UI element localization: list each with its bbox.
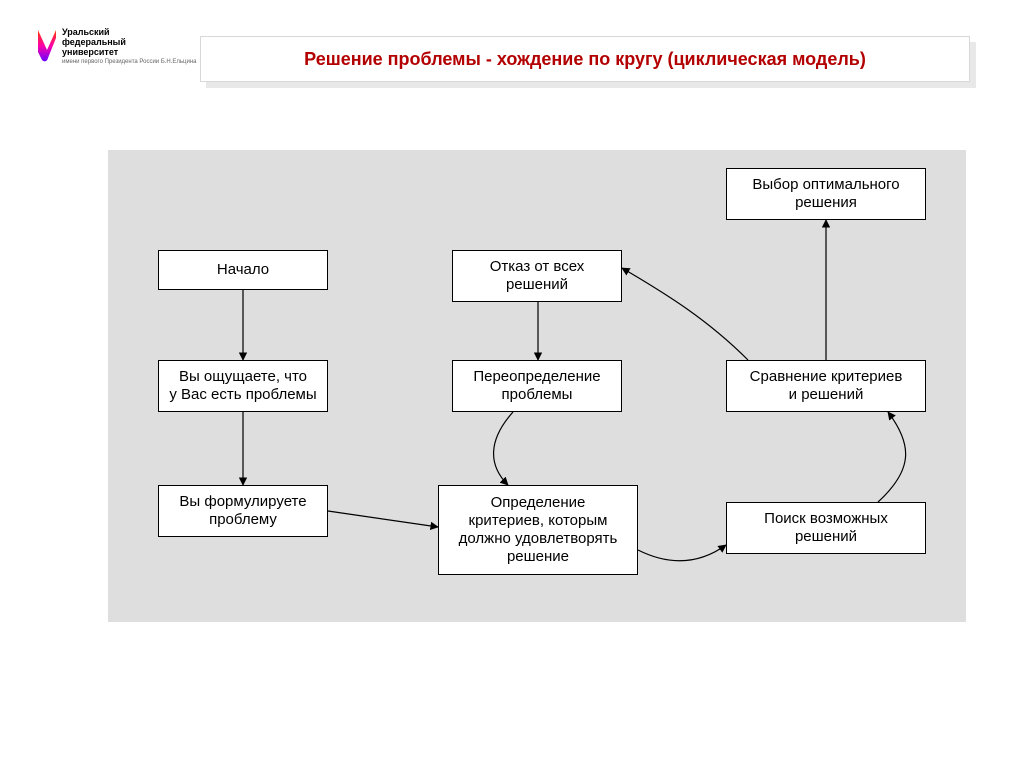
edge-search-compare [878, 412, 906, 502]
flowchart-node-formulate: Вы формулируетепроблему [158, 485, 328, 537]
logo-mark-icon [36, 28, 58, 64]
edge-formulate-criteria [328, 511, 438, 527]
university-logo: Уральский федеральный университет имени … [36, 28, 197, 65]
flowchart-node-criteria: Определениекритериев, которымдолжно удов… [438, 485, 638, 575]
flowchart-node-reject: Отказ от всехрешений [452, 250, 622, 302]
flowchart-node-feel: Вы ощущаете, чтоу Вас есть проблемы [158, 360, 328, 412]
flowchart-canvas: Начало Вы ощущаете, чтоу Вас есть проблем… [108, 150, 966, 622]
flowchart-node-redef: Переопределениепроблемы [452, 360, 622, 412]
flowchart-node-compare: Сравнение критериеви решений [726, 360, 926, 412]
logo-text: Уральский федеральный университет имени … [62, 28, 197, 65]
page-title: Решение проблемы - хождение по кругу (ци… [200, 36, 970, 82]
edge-criteria-search [638, 545, 726, 561]
flowchart-node-search: Поиск возможныхрешений [726, 502, 926, 554]
edge-redef-criteria [494, 412, 513, 485]
flowchart-node-start: Начало [158, 250, 328, 290]
flowchart-node-optimal: Выбор оптимальногорешения [726, 168, 926, 220]
edge-compare-reject [622, 268, 748, 360]
